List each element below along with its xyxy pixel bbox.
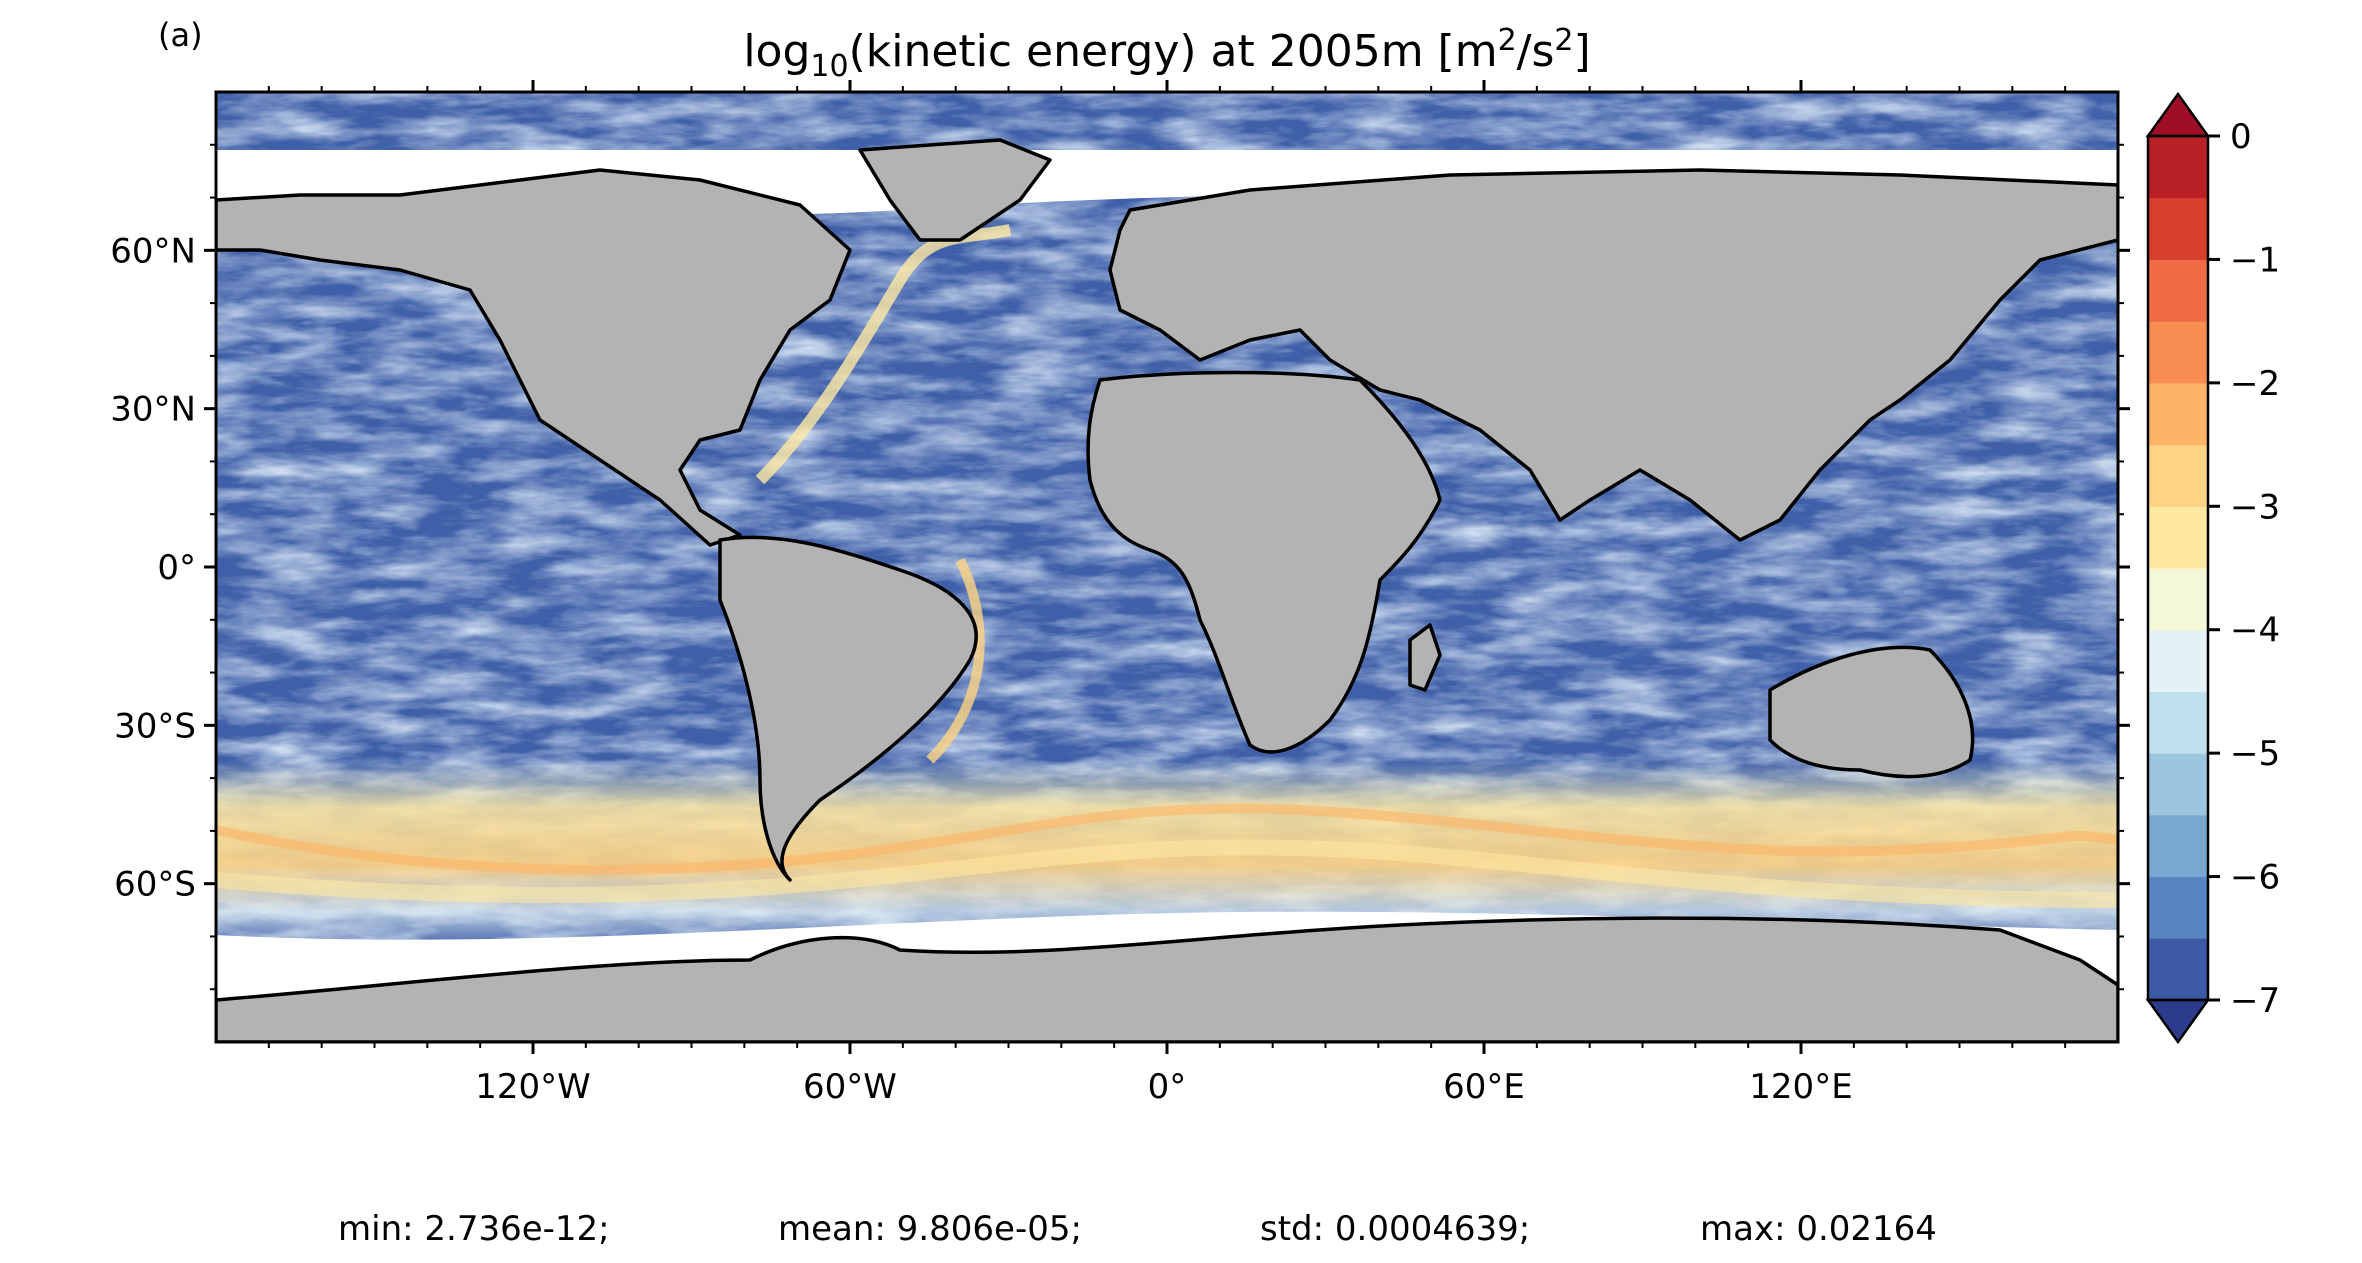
colorbar-segment [2148,629,2208,692]
colorbar-tick-label: −3 [2230,487,2280,527]
colorbar-frame [2146,134,2210,1002]
lon-tick-label: 60°E [1443,1067,1525,1107]
colorbar-segment [2148,259,2208,322]
land-australia [1768,645,1975,779]
colorbar-tick-label: 0 [2230,117,2252,157]
lat-tick-label: 60°N [110,231,196,271]
land-north-america [216,168,852,547]
land-africa [1086,370,1442,754]
stat-mean: mean: 9.806e-05; [778,1209,1082,1249]
stat-std: std: 0.0004639; [1260,1209,1530,1249]
lon-tick-label: 0° [1148,1067,1187,1107]
colorbar-segment [2148,753,2208,816]
land-antarctica [216,916,2118,1042]
colorbar-tick-label: −7 [2230,981,2280,1021]
lat-tick-label: 30°S [114,706,196,746]
acc-streak [216,803,2118,875]
colorbar-segment [2148,814,2208,878]
land [216,138,2118,1042]
statistics-line: min: 2.736e-12; mean: 9.806e-05; std: 0.… [338,1209,1937,1249]
stat-min: min: 2.736e-12; [338,1209,610,1249]
colorbar-segment [2148,444,2208,507]
title-superscript-2: 2 [1554,23,1573,58]
title-subscript: 10 [810,49,848,84]
land-madagascar [1408,623,1442,692]
land-eurasia [1108,168,2118,542]
colorbar-tick-label: −2 [2230,364,2280,404]
colorbar-segment [2148,197,2208,260]
colorbar-tick-label: −5 [2230,734,2280,774]
colorbar-segment [2148,382,2208,446]
colorbar: 0 −1 −2 −3 −4 −5 −6 −7 [2145,91,2280,1045]
colorbar-segment [2148,938,2208,1001]
lat-tick-label: 0° [157,548,196,588]
title-slash: /s [1517,26,1555,77]
stat-max: max: 0.02164 [1700,1209,1937,1249]
land-greenland [858,138,1052,242]
colorbar-tick-label: −4 [2230,611,2280,651]
acc-streak-2 [216,839,2118,908]
colorbar-extend-max [2145,91,2211,138]
map-area [216,92,2118,1042]
title-superscript-1: 2 [1498,23,1517,58]
brazil-current [926,557,985,764]
colorbar-segment [2148,691,2208,754]
lat-tick-label: 30°N [110,390,196,430]
colorbar-segment [2148,136,2208,199]
longitude-axis: 120°W 60°W 0° 60°E 120°E [475,80,1853,1107]
map-title: log10(kinetic energy) at 2005m [m2/s2] [743,23,1590,84]
lon-tick-label: 120°W [475,1067,591,1107]
title-prefix: log [743,26,810,77]
title-middle: (kinetic energy) at 2005m [m [849,26,1498,77]
colorbar-segment [2148,876,2208,939]
lon-tick-label: 60°W [803,1067,897,1107]
colorbar-tick-label: −6 [2230,858,2280,898]
colorbar-segment [2148,321,2208,384]
colorbar-segment [2148,568,2208,631]
title-suffix: ] [1574,26,1591,77]
colorbar-tick-label: −1 [2230,240,2280,280]
land-south-america [718,535,978,882]
colorbar-segment [2148,506,2208,569]
latitude-axis: 60°N 30°N 0° 30°S 60°S [110,231,2130,905]
lon-tick-label: 120°E [1749,1067,1852,1107]
minor-ticks [210,86,2124,1048]
panel-label: (a) [158,16,203,54]
colorbar-extend-min [2145,998,2211,1045]
lat-tick-label: 60°S [114,865,196,905]
